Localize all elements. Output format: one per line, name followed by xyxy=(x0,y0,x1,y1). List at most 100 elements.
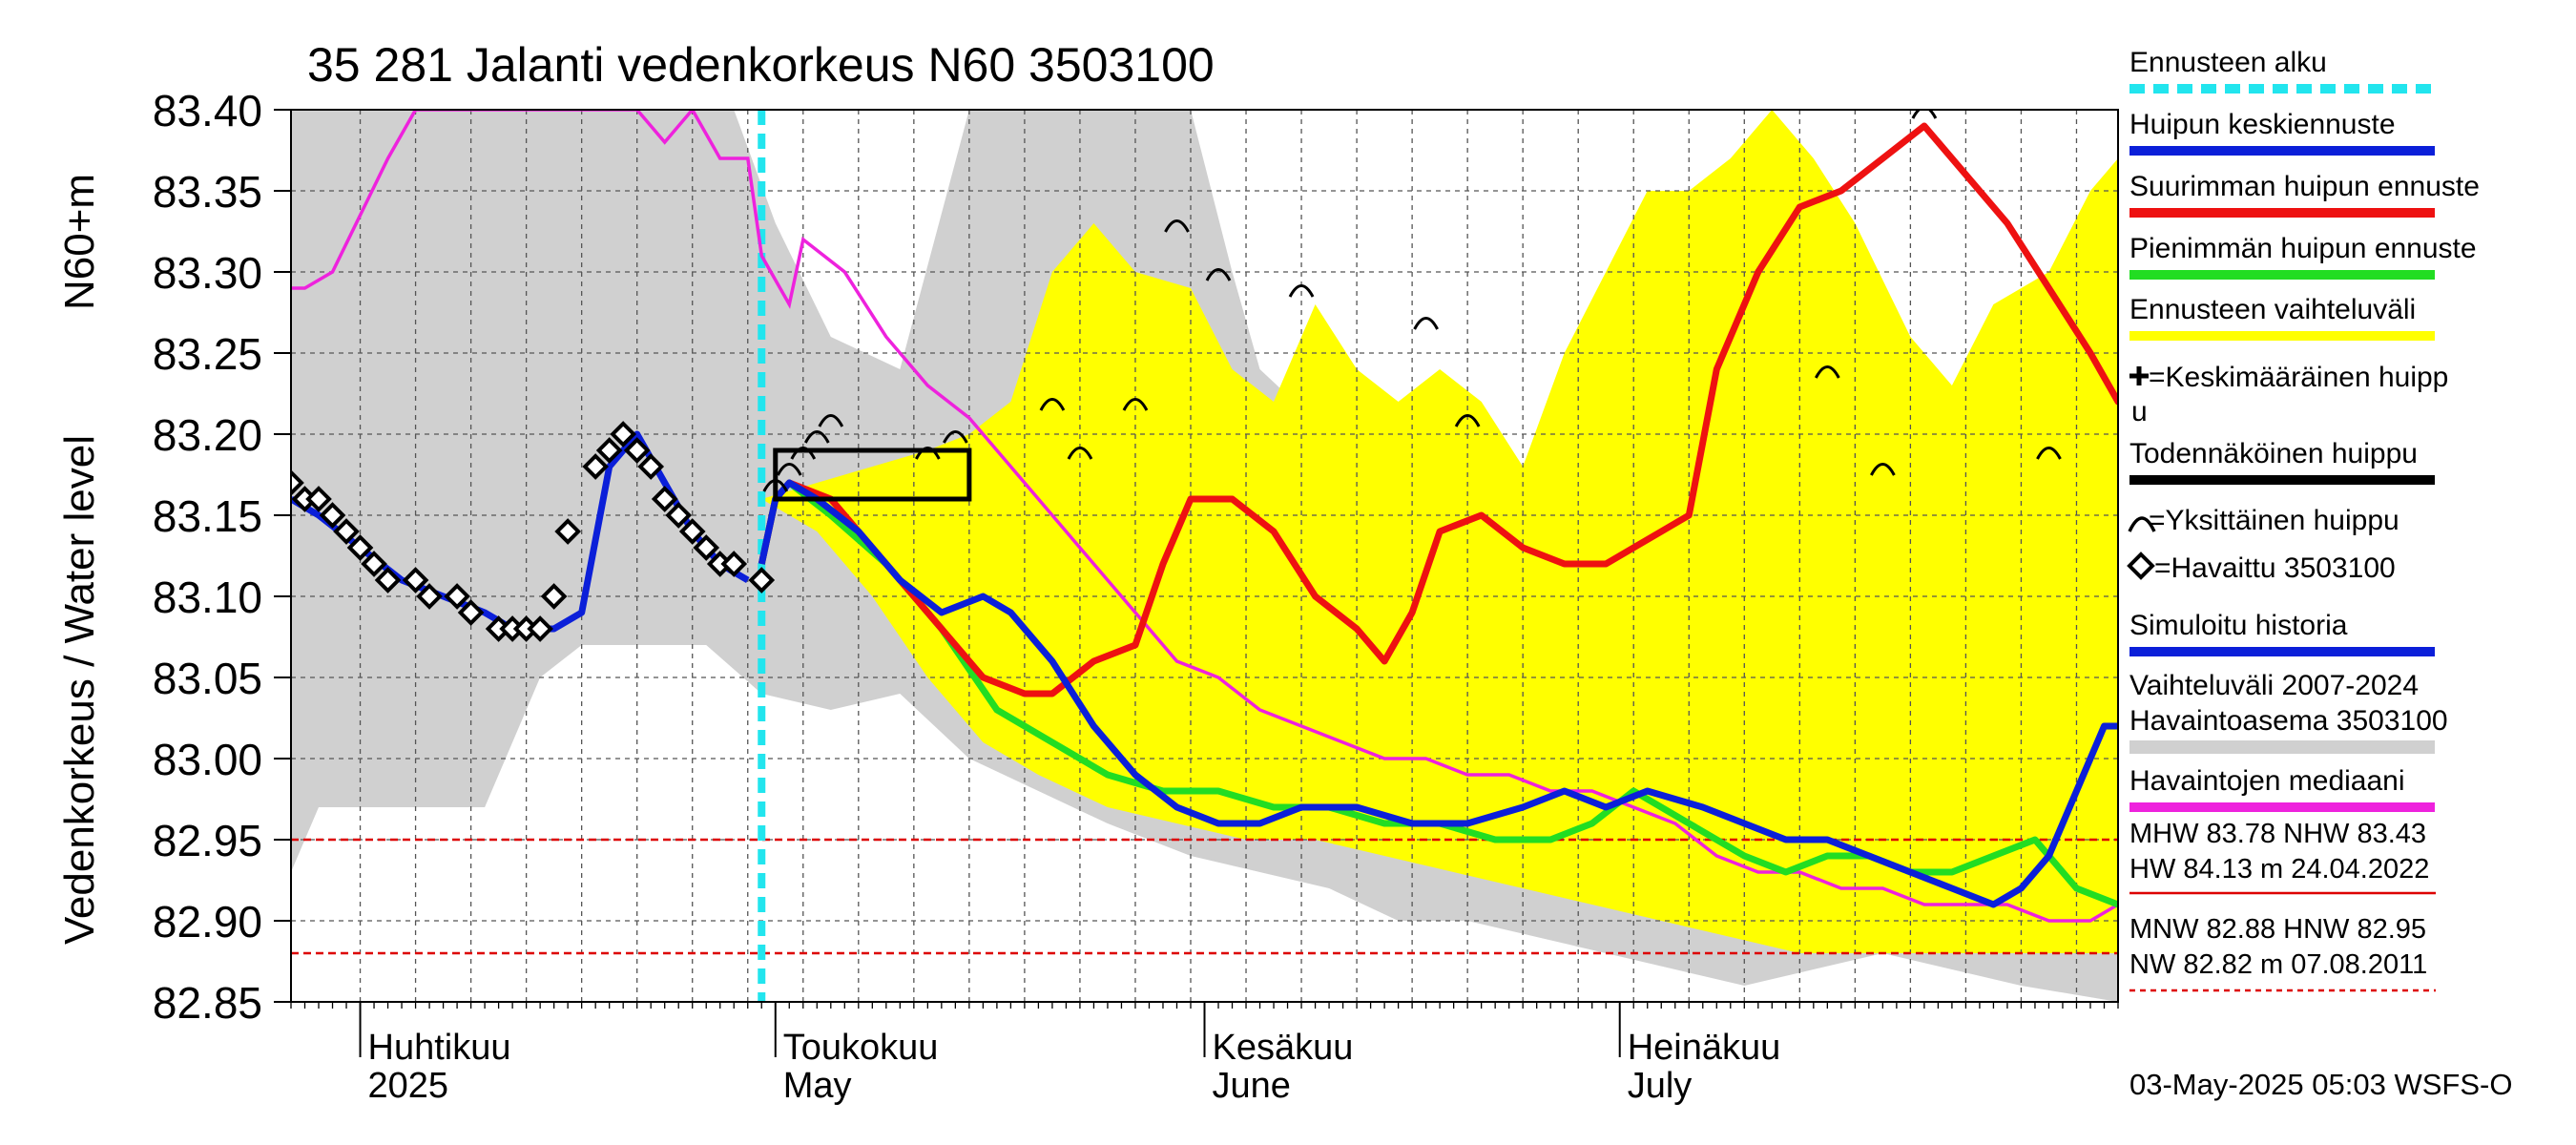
individual-peak-marker xyxy=(1413,317,1439,330)
individual-peak-marker xyxy=(1122,398,1149,411)
min-peak-forecast-line xyxy=(758,479,2118,908)
legend-marker-arc xyxy=(2128,516,2156,532)
observed-point xyxy=(610,421,637,448)
statistics-block: MHW 83.78 NHW 83.43 HW 84.13 m 24.04.202… xyxy=(2129,819,2436,992)
observed-point xyxy=(361,551,387,577)
y-tick-label: 83.30 xyxy=(153,248,262,298)
stats-line-1: MHW 83.78 NHW 83.43 xyxy=(2129,819,2426,849)
stats-line-4: NW 82.82 m 07.08.2011 xyxy=(2129,949,2427,980)
timestamp: 03-May-2025 05:03 WSFS-O xyxy=(2129,1068,2512,1101)
y-tick-label: 83.35 xyxy=(153,167,262,217)
x-month-label-fi: Heinäkuu xyxy=(1628,1028,1781,1068)
observed-point xyxy=(554,518,581,545)
legend-label: =Yksittäinen huippu xyxy=(2149,505,2399,536)
legend-label: =Havaittu 3503100 xyxy=(2154,552,2396,584)
legend-marker-mean-peak xyxy=(2129,366,2149,385)
individual-peak-marker xyxy=(803,430,830,444)
individual-peak-marker xyxy=(2036,447,2062,460)
observed-point xyxy=(693,534,720,561)
legend-marker-diamond xyxy=(2127,552,2155,580)
individual-peak-marker xyxy=(1815,365,1840,379)
legend-label: Ennusteen vaihteluväli xyxy=(2129,294,2416,325)
y-tick-label: 83.15 xyxy=(153,491,262,541)
observed-point xyxy=(291,469,304,496)
y-tick-label: 82.85 xyxy=(153,978,262,1028)
legend-label: Suurimman huipun ennuste xyxy=(2129,171,2480,202)
individual-peak-marker xyxy=(1911,110,1938,119)
y-tick-label: 83.20 xyxy=(153,410,262,460)
observed-point xyxy=(623,437,651,464)
individual-peak-marker xyxy=(943,430,968,444)
legend-label: Huipun keskiennuste xyxy=(2129,109,2396,140)
observed-point xyxy=(637,453,665,480)
y-tick-label: 83.00 xyxy=(153,735,262,784)
individual-peak-marker xyxy=(1288,284,1315,298)
y-tick-label: 83.05 xyxy=(153,654,262,703)
legend-label: Todennäköinen huippu xyxy=(2129,438,2418,469)
observed-point xyxy=(444,583,470,610)
observed-point xyxy=(305,486,332,512)
individual-peak-marker xyxy=(1067,447,1093,460)
stats-line-2: HW 84.13 m 24.04.2022 xyxy=(2129,854,2429,885)
mean-forecast-line xyxy=(758,479,2118,908)
y-axis: 83.40 83.35 83.30 83.25 83.20 83.15 83.10 83.05… xyxy=(153,86,291,1028)
legend-label: =Keskimääräinen huipp xyxy=(2149,362,2448,393)
reference-lines xyxy=(291,838,2118,955)
plot-area xyxy=(291,110,2118,1002)
observed-point xyxy=(595,437,623,464)
observed-point xyxy=(540,583,568,610)
probable-peak-box xyxy=(773,448,972,502)
individual-peak-marker xyxy=(1164,219,1190,233)
individual-peak-marker xyxy=(1039,398,1066,411)
observed-point xyxy=(319,502,346,529)
y-tick-label: 83.40 xyxy=(153,86,262,135)
stats-line-3: MNW 82.88 HNW 82.95 xyxy=(2129,914,2426,945)
y-axis-unit: N60+m xyxy=(56,174,103,310)
observed-point xyxy=(346,534,374,561)
y-axis-label-text: Vedenkorkeus / Water level xyxy=(56,435,103,945)
x-month-label-fi: Huhtikuu xyxy=(368,1028,511,1068)
observed-points xyxy=(291,421,776,642)
y-axis-label: Vedenkorkeus / Water level N60+m xyxy=(56,174,103,945)
y-tick-label: 83.10 xyxy=(153,572,262,622)
observed-point xyxy=(402,567,429,593)
observed-point xyxy=(374,567,402,593)
y-tick-label: 83.25 xyxy=(153,329,262,379)
observed-point xyxy=(416,583,443,610)
observed-point xyxy=(527,615,553,642)
legend-label: Havaintojen mediaani xyxy=(2129,765,2405,797)
individual-peak-marker xyxy=(1205,268,1232,281)
individual-peak-marker xyxy=(818,414,844,427)
observed-point xyxy=(678,518,706,545)
x-month-label-fi: Kesäkuu xyxy=(1213,1028,1354,1068)
observed-point xyxy=(720,551,748,577)
max-peak-forecast-line xyxy=(758,122,2118,697)
chart-title: 35 281 Jalanti vedenkorkeus N60 3503100 xyxy=(307,38,1215,92)
observed-point xyxy=(748,567,776,593)
observed-point xyxy=(651,486,678,512)
x-month-label-en: June xyxy=(1213,1066,1291,1106)
legend-label-cont: Havaintoasema 3503100 xyxy=(2129,705,2448,737)
legend-label: Ennusteen alku xyxy=(2129,47,2327,78)
legend-label: Simuloitu historia xyxy=(2129,610,2348,641)
individual-peak-marker xyxy=(776,463,802,476)
x-month-label-en: 2025 xyxy=(368,1066,449,1106)
observed-point xyxy=(457,599,485,626)
observed-point xyxy=(333,518,360,545)
legend-label: Pienimmän huipun ennuste xyxy=(2129,233,2477,264)
legend-label-cont: u xyxy=(2131,396,2148,427)
observed-point xyxy=(665,502,693,529)
individual-peak-marker xyxy=(1870,463,1896,476)
x-month-label-en: July xyxy=(1628,1066,1693,1106)
y-tick-label: 82.90 xyxy=(153,897,262,947)
legend-label: Vaihteluväli 2007-2024 xyxy=(2129,670,2419,701)
x-month-label-en: May xyxy=(783,1066,852,1106)
y-tick-label: 82.95 xyxy=(153,816,262,865)
observed-point xyxy=(582,453,609,480)
x-month-label-fi: Toukokuu xyxy=(783,1028,939,1068)
median-line xyxy=(291,110,2118,923)
legend: Ennusteen alku Huipun keskiennuste Suurimm… xyxy=(2127,47,2480,812)
individual-peak-marker xyxy=(1454,414,1481,427)
